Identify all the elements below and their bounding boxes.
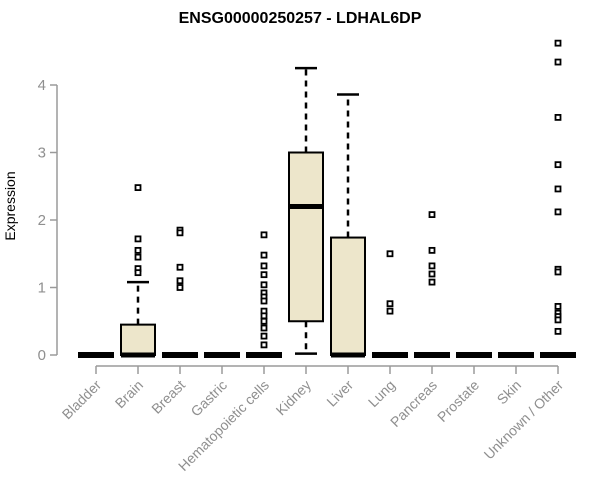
outlier-point [260, 271, 268, 279]
outlier-point [134, 253, 142, 261]
box-rect [330, 236, 366, 356]
box-group-unknown-other [540, 39, 576, 358]
outlier-point [554, 327, 562, 335]
box-group-breast [162, 226, 198, 358]
outlier-point [554, 316, 562, 324]
x-tick-label: Kidney [273, 377, 315, 419]
outlier-point [386, 300, 394, 308]
outlier-point [428, 270, 436, 278]
outlier-point [554, 302, 562, 310]
y-tick-label: 0 [38, 347, 46, 364]
outlier-point [428, 278, 436, 286]
outlier-point [176, 277, 184, 285]
box-group-pancreas [414, 211, 450, 358]
outlier-point [554, 39, 562, 47]
outlier-point [260, 262, 268, 270]
x-tick-label: Unknown / Other [481, 377, 567, 463]
x-tick-label: Liver [323, 377, 356, 410]
x-tick-label: Bladder [59, 377, 105, 423]
outlier-point [260, 281, 268, 289]
outlier-point [260, 297, 268, 305]
box-group-liver [330, 93, 366, 358]
outlier-point [554, 161, 562, 169]
x-tick-label: Brain [112, 377, 146, 411]
outlier-point [386, 250, 394, 258]
chart-title: ENSG00000250257 - LDHAL6DP [179, 10, 422, 27]
box-group-hematopoietic-cells [246, 231, 282, 358]
outlier-point [260, 332, 268, 340]
outlier-point [176, 263, 184, 271]
outlier-point [554, 114, 562, 121]
box-rect [288, 151, 324, 323]
outlier-point [428, 262, 436, 270]
outlier-point [554, 208, 562, 216]
outlier-point [428, 211, 436, 219]
x-tick-label: Prostate [434, 377, 482, 425]
x-tick-label: Pancreas [387, 377, 440, 430]
box-group-brain [120, 184, 156, 358]
outlier-point [134, 184, 142, 192]
x-tick-label: Lung [365, 377, 398, 410]
outlier-point [260, 324, 268, 332]
box-group-kidney [288, 66, 324, 355]
box-rect [120, 323, 156, 356]
outlier-point [554, 58, 562, 66]
outlier-point [428, 246, 436, 254]
outlier-point [134, 269, 142, 277]
outlier-point [260, 231, 268, 239]
y-tick-label: 4 [38, 77, 46, 94]
outlier-point [176, 284, 184, 291]
outlier-point [134, 246, 142, 254]
outlier-point [260, 341, 268, 349]
y-tick-label: 1 [38, 280, 46, 297]
x-tick-label: Breast [148, 377, 188, 417]
y-tick-label: 2 [38, 212, 46, 229]
outlier-point [260, 312, 268, 320]
outlier-point [554, 268, 562, 276]
outlier-point [260, 317, 268, 325]
outlier-point [134, 235, 142, 243]
outlier-point [386, 307, 394, 315]
y-axis-title: Expression [2, 171, 18, 240]
y-tick-label: 3 [38, 145, 46, 162]
outlier-point [176, 229, 184, 237]
outlier-point [260, 251, 268, 259]
outlier-point [554, 185, 562, 193]
x-tick-label: Skin [494, 377, 525, 408]
box-group-lung [372, 250, 408, 358]
